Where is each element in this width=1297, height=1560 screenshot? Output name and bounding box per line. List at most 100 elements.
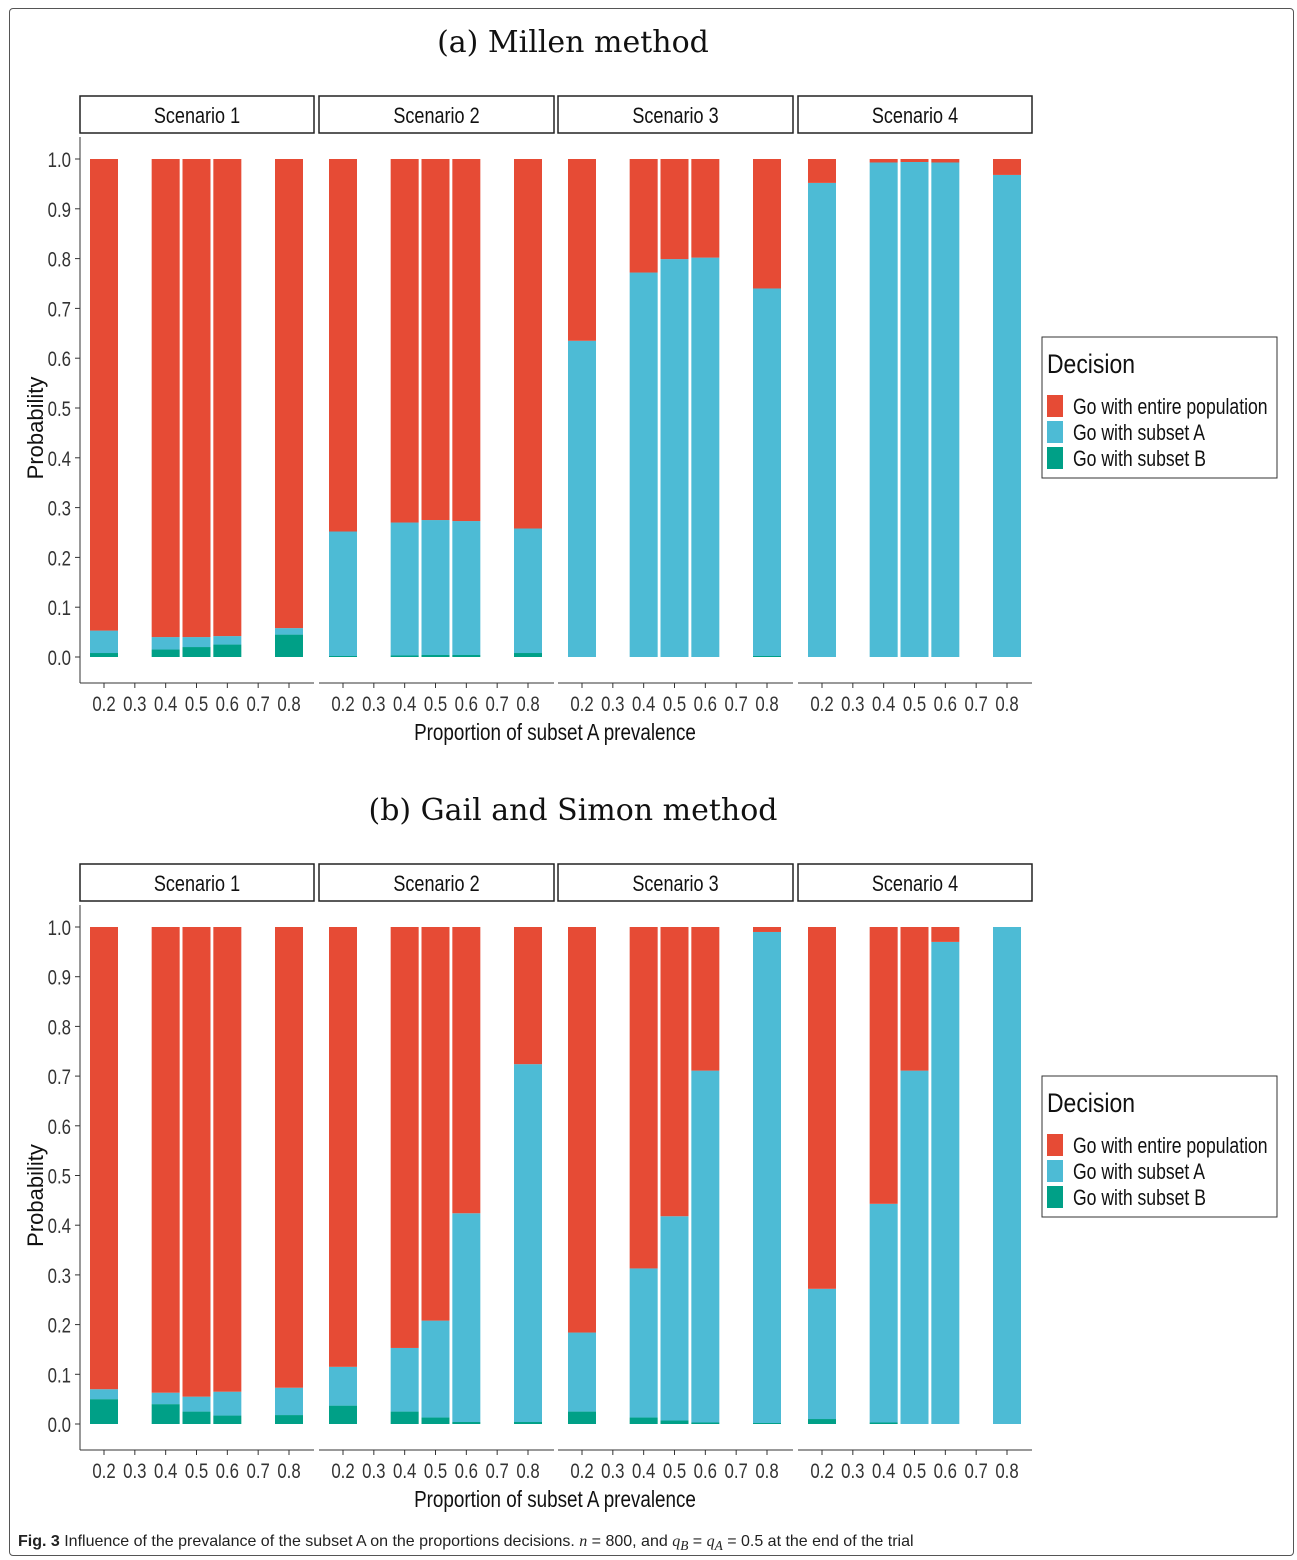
x-tick-label: 0.7 [246, 1460, 269, 1483]
bar-segment-go-with-subset-a [808, 1288, 836, 1420]
bar-segment-go-with-subset-a [753, 931, 781, 1424]
y-tick-label: 0.6 [48, 1116, 71, 1139]
y-tick-label: 0.8 [48, 249, 71, 272]
bar-segment-go-with-subset-b [213, 1415, 242, 1424]
x-tick-label: 0.4 [393, 693, 417, 716]
caption-n-var: n [579, 1533, 588, 1550]
facet-strip-label: Scenario 3 [632, 872, 718, 896]
bar-segment-go-with-entire-population [390, 927, 419, 1348]
legend-title: Decision [1047, 349, 1135, 379]
bar-segment-go-with-subset-a [514, 528, 542, 654]
bar-segment-go-with-subset-b [90, 653, 118, 657]
y-tick-label: 0.4 [48, 448, 72, 471]
facet-scenario-2: Scenario 2 0.2 0.3 0.4 0.5 0.6 0.7 0.8 [318, 95, 555, 717]
bar-segment-go-with-entire-population [808, 159, 836, 183]
bar-segment-go-with-subset-a [213, 636, 242, 645]
bar-segment-go-with-subset-b [329, 656, 357, 657]
bar-segment-go-with-entire-population [629, 159, 658, 273]
bar-segment-go-with-subset-a [151, 637, 180, 650]
bar-segment-go-with-entire-population [900, 927, 929, 1071]
x-tick-label: 0.7 [724, 693, 747, 716]
bar-segment-go-with-subset-b [421, 1417, 450, 1424]
legend-entry-label: Go with subset A [1073, 421, 1206, 445]
x-tick-label: 0.8 [516, 1460, 539, 1483]
legend-entry-label: Go with entire population [1073, 1134, 1268, 1158]
bar-segment-go-with-subset-b [452, 1422, 481, 1424]
facet-strip [797, 863, 1033, 902]
bar-segment-go-with-subset-a [329, 1366, 357, 1406]
bar-segment-go-with-entire-population [90, 927, 118, 1390]
caption-qa-sub: A [714, 1538, 723, 1554]
x-tick-label: 0.7 [485, 1460, 508, 1483]
bar-segment-go-with-subset-a [993, 927, 1021, 1424]
bar-segment-go-with-subset-a [421, 520, 450, 656]
x-tick-label: 0.2 [92, 693, 115, 716]
facet-strip [557, 863, 794, 902]
facet-scenario-3: Scenario 3 0.2 0.3 0.4 0.5 0.6 0.7 0.8 [557, 863, 794, 1484]
bar-segment-go-with-entire-population [753, 159, 781, 289]
x-tick-label: 0.5 [424, 1460, 447, 1483]
bar-segment-go-with-subset-a [869, 162, 898, 657]
bar-segment-go-with-subset-a [660, 1216, 689, 1421]
legend-swatch-go-with-subset-b [1047, 1186, 1063, 1208]
bar-segment-go-with-subset-b [151, 1404, 180, 1424]
bar-segment-go-with-subset-a [753, 288, 781, 657]
x-tick-label: 0.8 [755, 693, 778, 716]
y-tick-label: 0.9 [48, 967, 71, 990]
figure-caption: Fig. 3 Influence of the prevalance of th… [18, 1533, 1288, 1554]
y-tick-label: 0.2 [48, 548, 71, 571]
bar-segment-go-with-entire-population [993, 159, 1021, 175]
x-tick-label: 0.3 [841, 1460, 864, 1483]
facet-strip [318, 863, 555, 902]
legend-entry-label: Go with subset A [1073, 1160, 1206, 1184]
facet-strip [79, 95, 315, 134]
x-tick-label: 0.5 [903, 693, 926, 716]
x-tick-label: 0.3 [362, 693, 385, 716]
y-axis-label: Probability [23, 1144, 48, 1247]
bar-segment-go-with-entire-population [213, 159, 242, 637]
bar-segment-go-with-subset-a [390, 1347, 419, 1412]
bar-segment-go-with-subset-b [660, 1420, 689, 1424]
x-tick-label: 0.7 [964, 693, 987, 716]
y-tick-label: 1.0 [48, 917, 71, 940]
y-axis-label: Probability [23, 377, 48, 480]
x-tick-label: 0.6 [934, 693, 957, 716]
chart-title: (b) Gail and Simon method [368, 793, 777, 828]
bar-segment-go-with-subset-b [869, 1422, 898, 1424]
bar-segment-go-with-entire-population [568, 159, 596, 341]
bar-segment-go-with-entire-population [275, 159, 303, 629]
y-tick-label: 1.0 [48, 149, 71, 172]
x-tick-label: 0.7 [246, 693, 269, 716]
x-tick-label: 0.6 [934, 1460, 957, 1483]
bar-segment-go-with-subset-a [329, 531, 357, 657]
bar-segment-go-with-subset-a [275, 628, 303, 635]
legend-box [1041, 336, 1278, 479]
bar-segment-go-with-subset-b [90, 1399, 118, 1424]
x-tick-label: 0.3 [601, 1460, 624, 1483]
bar-segment-go-with-subset-a [869, 1203, 898, 1423]
bar-segment-go-with-subset-a [931, 162, 960, 657]
chart-title: (a) Millen method [437, 25, 709, 60]
caption-qb-sub: B [680, 1538, 689, 1554]
caption-qb: q [672, 1533, 681, 1550]
x-tick-label: 0.5 [185, 1460, 208, 1483]
bar-segment-go-with-subset-b [753, 656, 781, 657]
facet-strip-label: Scenario 1 [154, 104, 240, 128]
facet-scenario-4: Scenario 4 0.2 0.3 0.4 0.5 0.6 0.7 0.8 [797, 95, 1033, 717]
bar-segment-go-with-subset-a [691, 1070, 720, 1423]
bar-segment-go-with-subset-a [275, 1387, 303, 1416]
bar-segment-go-with-entire-population [90, 159, 118, 631]
bar-segment-go-with-subset-b [390, 655, 419, 657]
facet-scenario-1: Scenario 1 0.2 0.3 0.4 0.5 0.6 0.7 0.8 [79, 863, 315, 1484]
facet-strip-label: Scenario 2 [393, 104, 479, 128]
x-tick-label: 0.2 [570, 1460, 593, 1483]
bar-segment-go-with-subset-b [568, 1411, 596, 1424]
bar-segment-go-with-entire-population [808, 927, 836, 1289]
bar-segment-go-with-entire-population [660, 159, 689, 260]
y-tick-label: 0.0 [48, 647, 71, 670]
x-tick-label: 0.4 [632, 1460, 656, 1483]
bar-segment-go-with-entire-population [390, 159, 419, 523]
bar-segment-go-with-entire-population [514, 159, 542, 529]
bar-segment-go-with-subset-b [691, 1422, 720, 1424]
